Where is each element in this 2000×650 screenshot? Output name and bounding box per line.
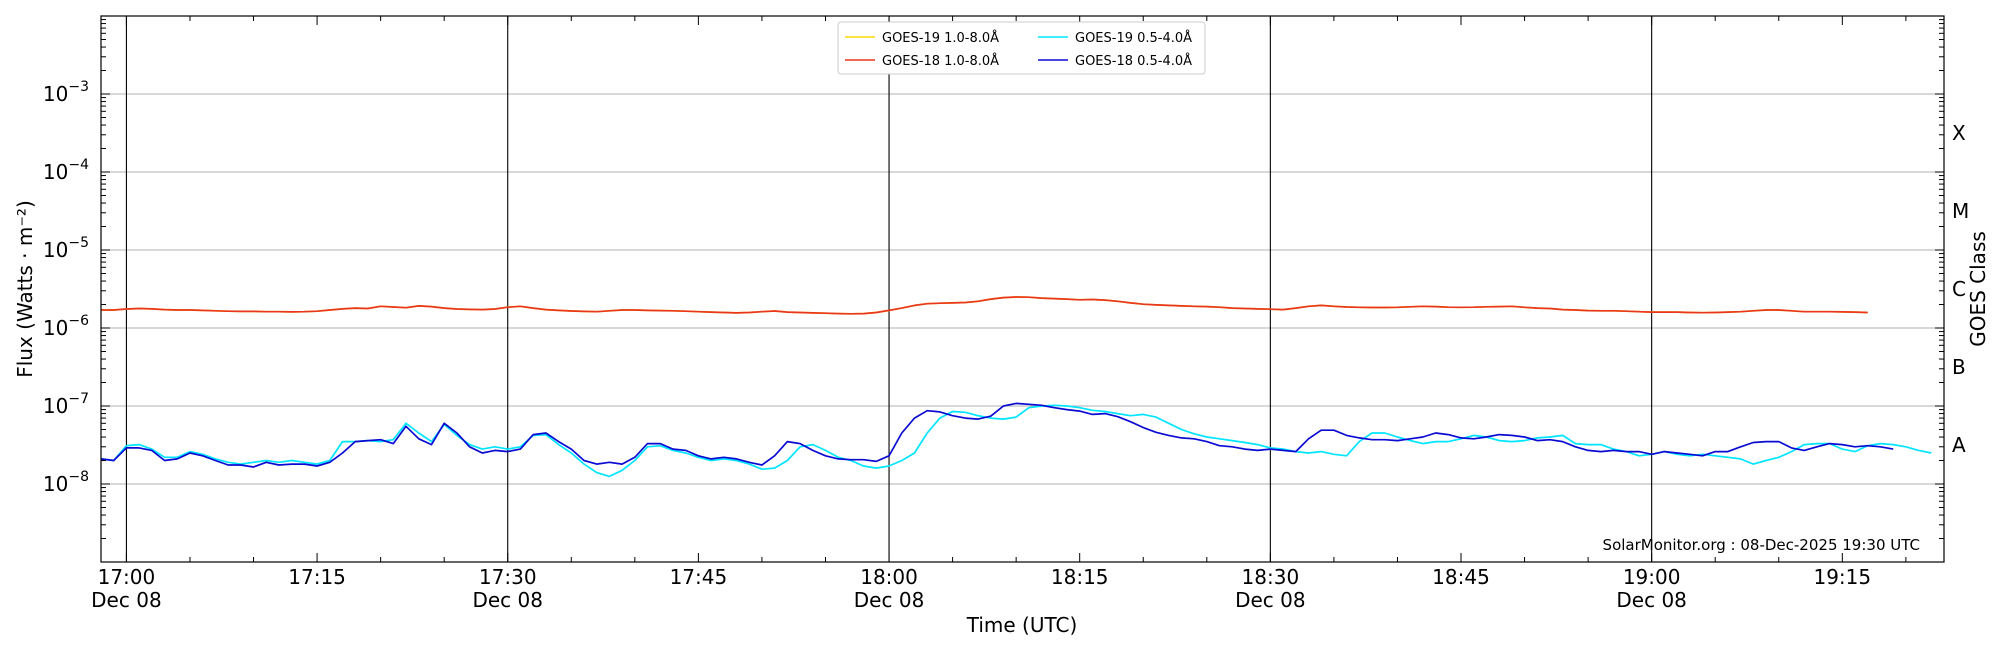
x-tick-label: 18:30 [1242, 565, 1300, 589]
x-tick-label: 17:30 [479, 565, 537, 589]
goes-class-axis-title: GOES Class [1966, 231, 1990, 347]
x-tick-label: 17:00 [98, 565, 156, 589]
legend-label-goes18-long: GOES-18 1.0-8.0Å [882, 53, 999, 69]
y-tick-label: 10−8 [43, 469, 89, 496]
y-tick-label: 10−3 [43, 79, 89, 106]
goes-class-label-x: X [1952, 121, 1966, 145]
x-tick-label: 19:15 [1813, 565, 1871, 589]
goes-class-label-b: B [1952, 355, 1966, 379]
day-hour-markers [125, 16, 1653, 562]
series-lines [100, 296, 1932, 478]
x-tick-date-label: Dec 08 [1616, 588, 1687, 612]
x-axis-title: Time (UTC) [966, 613, 1078, 637]
x-tick-label: 18:00 [860, 565, 918, 589]
x-tick-date-label: Dec 08 [1235, 588, 1306, 612]
x-tick-label: 17:15 [288, 565, 346, 589]
legend: GOES-19 1.0-8.0Å GOES-18 1.0-8.0Å GOES-1… [837, 21, 1206, 75]
y-tick-label: 10−7 [43, 391, 89, 418]
y-axis-title: Flux (Watts · m⁻²) [13, 200, 37, 378]
y-tick-label: 10−5 [43, 235, 89, 262]
legend-box [837, 21, 1206, 75]
x-tick-label: 17:45 [670, 565, 728, 589]
x-tick-date-label: Dec 08 [854, 588, 925, 612]
goes-class-label-m: M [1952, 199, 1969, 223]
x-tick-date-label: Dec 08 [472, 588, 543, 612]
series-goes18-short [100, 402, 1894, 468]
legend-label-goes18-short: GOES-18 0.5-4.0Å [1075, 53, 1192, 69]
goes-class-label-a: A [1952, 433, 1966, 457]
x-tick-date-label: Dec 08 [91, 588, 162, 612]
legend-label-goes19-long: GOES-19 1.0-8.0Å [882, 30, 999, 46]
series-goes18-long [101, 296, 1868, 315]
solarmonitor-credit: SolarMonitor.org : 08-Dec-2025 19:30 UTC [1603, 536, 1920, 554]
x-tick-label: 18:45 [1432, 565, 1490, 589]
grid [101, 93, 1944, 485]
x-tick-label: 18:15 [1051, 565, 1109, 589]
plot-frame [100, 15, 1945, 563]
x-tick-label: 19:00 [1623, 565, 1681, 589]
goes-class-label-c: C [1952, 277, 1966, 301]
axis-ticks [101, 16, 1944, 563]
y-tick-label: 10−4 [43, 157, 89, 184]
y-tick-label: 10−6 [43, 313, 89, 340]
legend-label-goes19-short: GOES-19 0.5-4.0Å [1075, 30, 1192, 46]
